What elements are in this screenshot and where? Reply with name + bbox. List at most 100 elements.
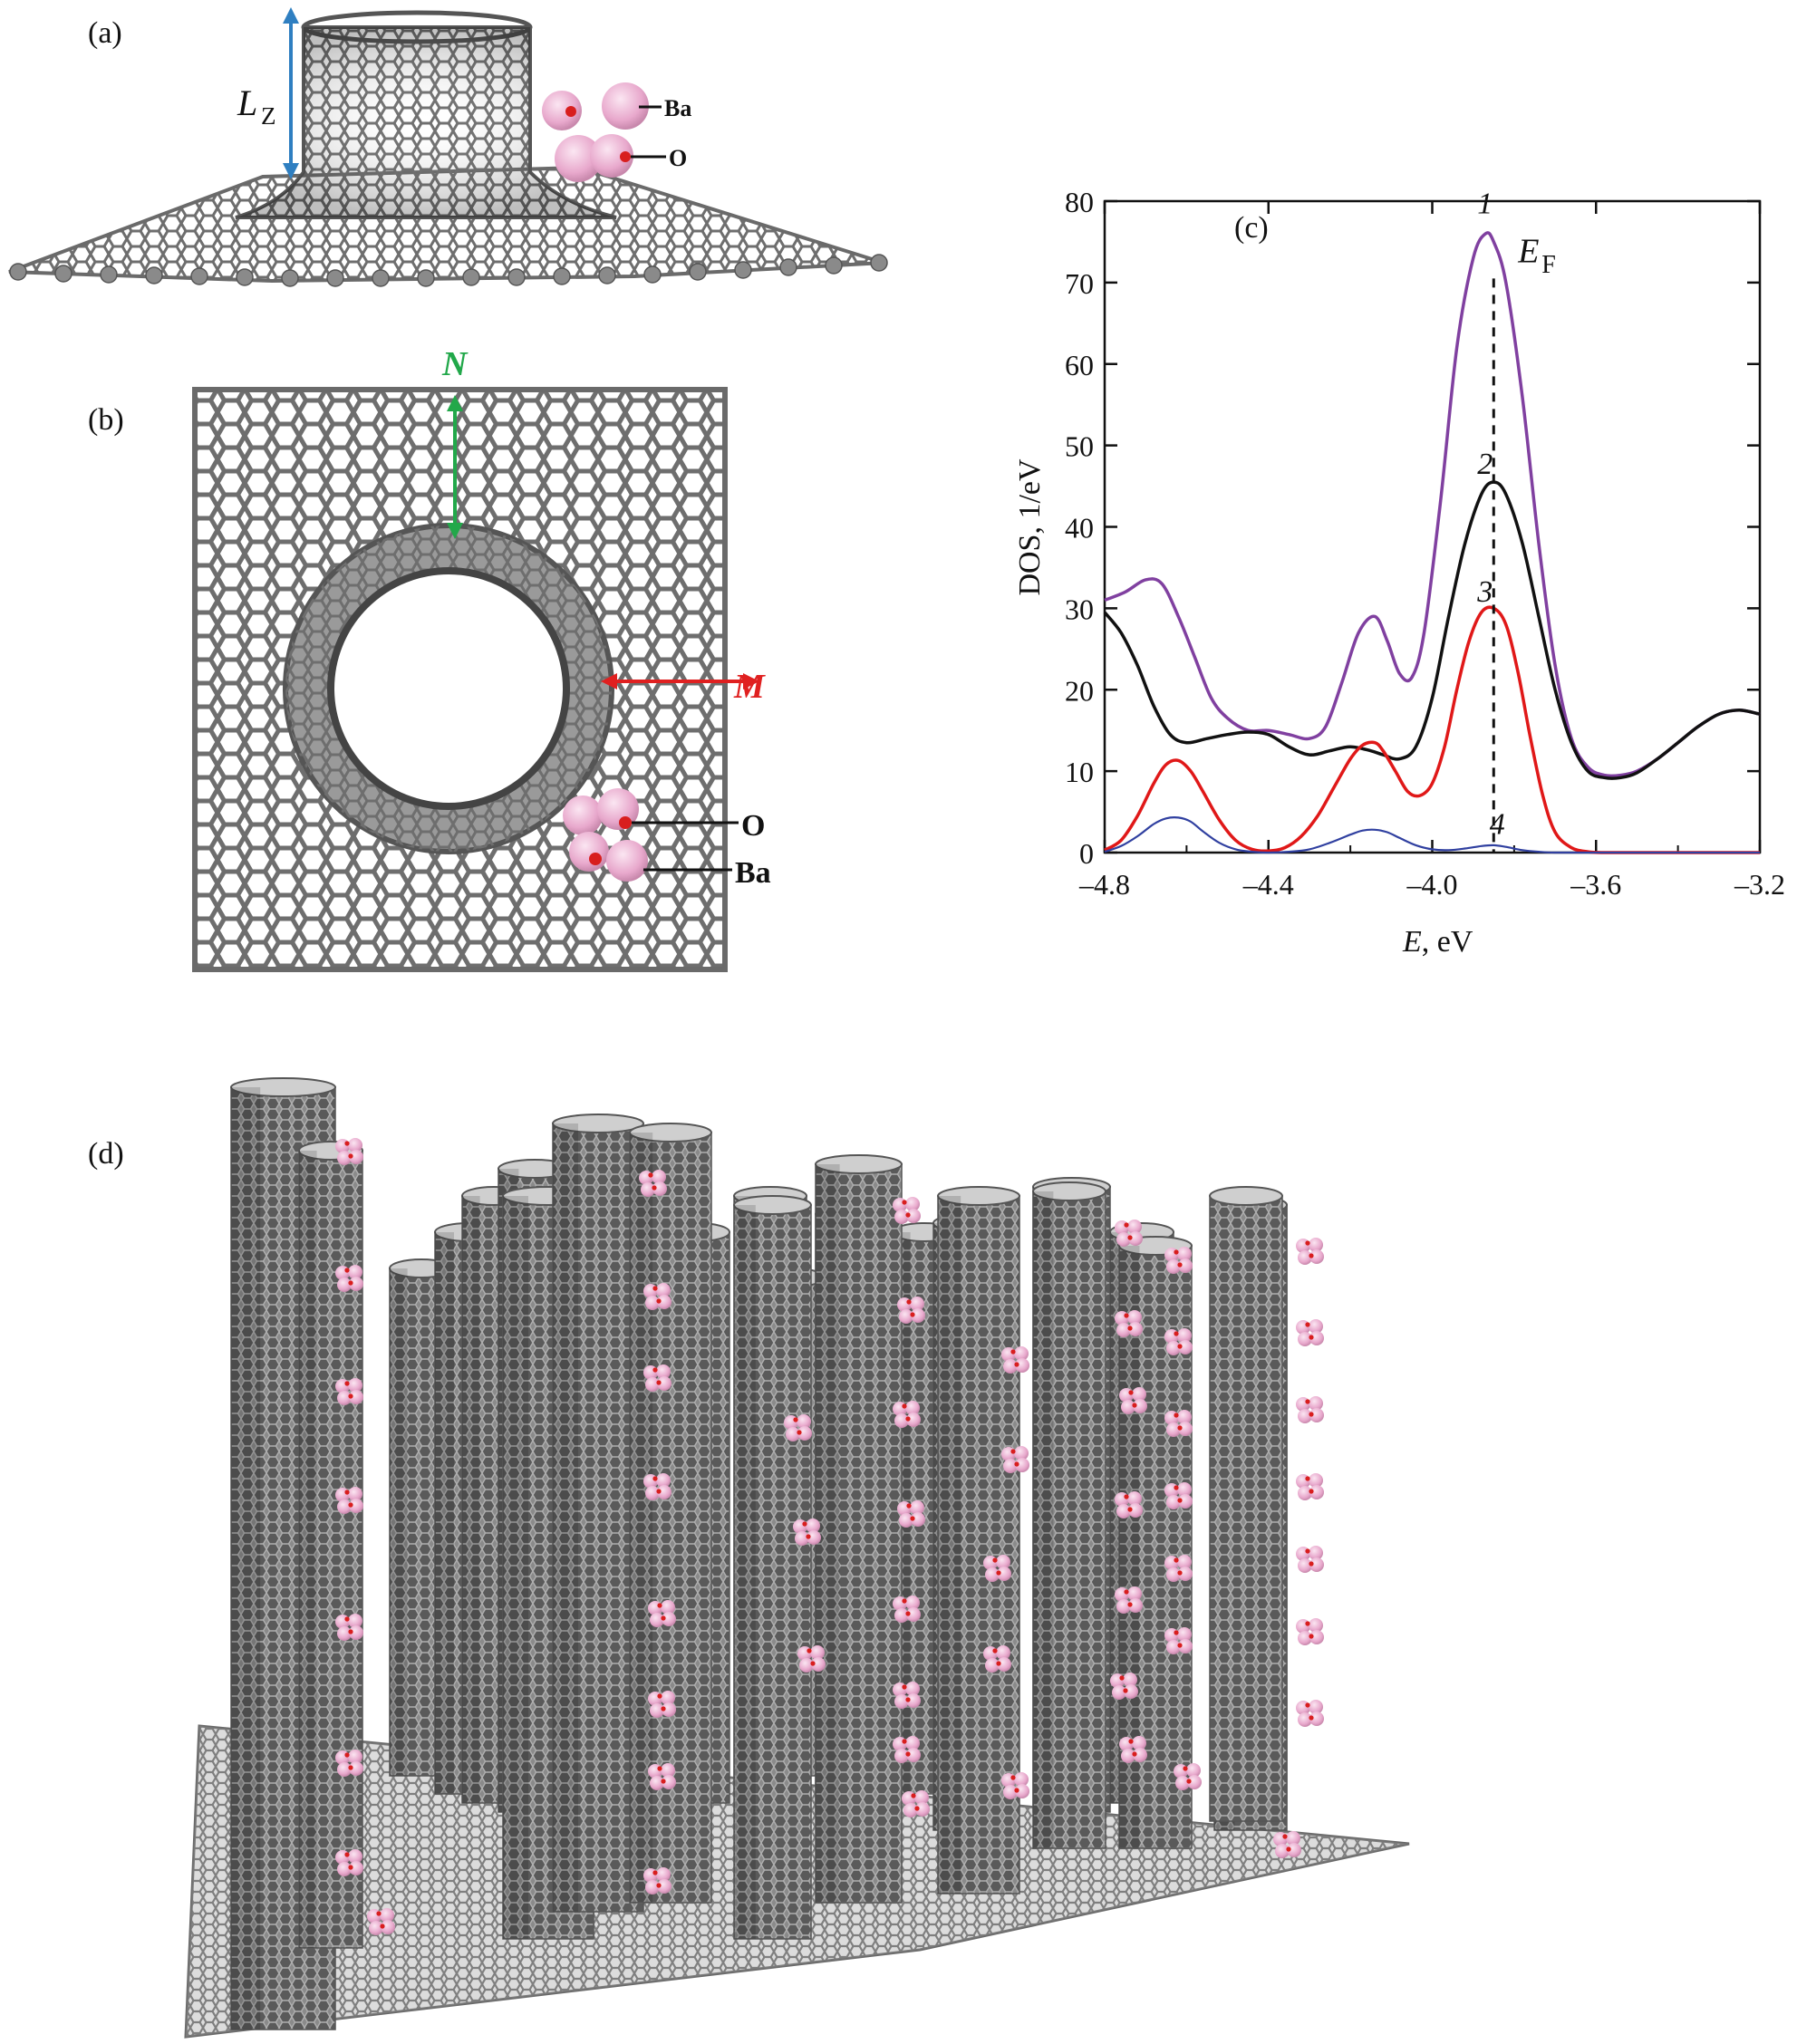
- panel-label-b: (b): [88, 403, 124, 437]
- bao-cluster: [1273, 1831, 1301, 1858]
- n-label: N: [441, 345, 469, 383]
- bao-cluster: [643, 1364, 671, 1392]
- bao-cluster-b: [563, 788, 648, 882]
- y-tick-label: 70: [1065, 267, 1094, 300]
- bao-cluster: [1164, 1555, 1193, 1582]
- bao-cluster: [335, 1378, 363, 1405]
- nanotube-shadow: [462, 1196, 480, 1803]
- x-tick-label: –4.4: [1242, 868, 1294, 901]
- bao-cluster: [335, 1138, 363, 1165]
- nanotube-shadow: [630, 1133, 653, 1903]
- bao-cluster: [893, 1682, 921, 1709]
- y-tick-label: 40: [1065, 512, 1094, 545]
- y-tick-label: 50: [1065, 430, 1094, 463]
- nanotube-shadow: [390, 1268, 408, 1776]
- series-line-1: [1104, 231, 1761, 778]
- bao-cluster: [1296, 1546, 1324, 1573]
- bao-cluster: [1119, 1736, 1147, 1763]
- nanotube-top: [1209, 1186, 1283, 1206]
- bao-cluster: [643, 1473, 671, 1500]
- bao-cluster: [1001, 1772, 1029, 1799]
- bao-cluster-a: [542, 82, 649, 182]
- bao-cluster: [648, 1600, 676, 1627]
- ba-label-a: Ba: [664, 95, 691, 121]
- bao-cluster: [793, 1519, 821, 1546]
- nanotube-top: [230, 1077, 336, 1097]
- bao-cluster: [367, 1908, 395, 1935]
- x-tick-label: –3.6: [1570, 868, 1621, 901]
- x-tick-label: –4.0: [1406, 868, 1458, 901]
- y-tick-label: 80: [1065, 186, 1094, 218]
- nanotube-shadow: [1033, 1191, 1054, 1848]
- x-axis-label-symbol: E: [1402, 925, 1422, 959]
- bao-cluster: [784, 1414, 812, 1441]
- panel-label-a: (a): [88, 16, 122, 50]
- bao-cluster: [983, 1645, 1011, 1673]
- nanotube: [552, 1123, 644, 1913]
- bao-cluster: [335, 1265, 363, 1292]
- nanotube-top: [815, 1154, 903, 1174]
- nanotube-shadow: [299, 1151, 317, 1948]
- bao-cluster: [1001, 1346, 1029, 1374]
- bao-cluster: [893, 1736, 921, 1763]
- y-axis-ticks: 0 10 20 30 40 50 60 70 80: [1065, 186, 1760, 870]
- bao-cluster: [1115, 1310, 1143, 1337]
- bao-cluster: [893, 1197, 921, 1224]
- y-axis-label: DOS, 1/eV: [1013, 458, 1047, 596]
- o-label-a: O: [669, 145, 687, 171]
- bao-cluster: [643, 1283, 671, 1310]
- nanotube-shadow: [435, 1232, 454, 1794]
- nanotube-top: [629, 1123, 712, 1143]
- bao-cluster: [335, 1750, 363, 1777]
- nanotube-top: [1032, 1181, 1106, 1201]
- nanotube-shadow: [231, 1087, 261, 2030]
- x-tick-label: –3.2: [1734, 868, 1785, 901]
- curve-label-4: 4: [1490, 807, 1505, 841]
- bao-cluster: [902, 1790, 930, 1817]
- curve-label-1: 1: [1477, 187, 1493, 220]
- series-line-4: [1104, 816, 1760, 854]
- y-tick-label: 0: [1079, 837, 1094, 870]
- x-tick-label: –4.8: [1078, 868, 1130, 901]
- y-tick-label: 30: [1065, 593, 1094, 625]
- y-tick-label: 20: [1065, 674, 1094, 707]
- bao-cluster: [643, 1867, 671, 1895]
- bao-cluster: [893, 1596, 921, 1623]
- bao-cluster: [893, 1401, 921, 1428]
- bao-cluster: [1115, 1491, 1143, 1519]
- y-tick-label: 60: [1065, 349, 1094, 381]
- x-axis-ticks: –4.8 –4.4 –4.0 –3.6 –3.2: [1078, 201, 1785, 901]
- o-label-b: O: [741, 809, 765, 843]
- bao-cluster: [897, 1500, 925, 1528]
- bao-cluster: [335, 1614, 363, 1641]
- bao-cluster: [639, 1170, 667, 1197]
- fermi-label: E: [1517, 232, 1539, 270]
- nanotube-top: [552, 1114, 644, 1133]
- nanotube-shadow: [553, 1123, 578, 1912]
- ba-label-b: Ba: [735, 856, 771, 890]
- bao-cluster: [1115, 1586, 1143, 1614]
- bao-cluster: [1296, 1238, 1324, 1265]
- bao-cluster: [897, 1297, 925, 1324]
- bao-cluster: [1164, 1247, 1193, 1274]
- nanotube-shadow: [938, 1196, 961, 1894]
- bao-cluster: [1164, 1627, 1193, 1654]
- m-label: M: [733, 668, 766, 706]
- x-axis-label-unit: , eV: [1422, 925, 1473, 959]
- y-tick-label: 10: [1065, 756, 1094, 788]
- nanotube-shadow: [734, 1205, 756, 1939]
- lz-subscript: Z: [261, 102, 276, 130]
- fermi-label-subscript: F: [1541, 251, 1556, 279]
- bao-cluster: [1296, 1473, 1324, 1500]
- nanotube-hole: [327, 567, 570, 810]
- nanotube-forest: [230, 1077, 1288, 2030]
- bao-cluster: [335, 1849, 363, 1876]
- bao-cluster: [1164, 1482, 1193, 1509]
- bao-cluster: [1296, 1319, 1324, 1346]
- bao-cluster: [1296, 1396, 1324, 1423]
